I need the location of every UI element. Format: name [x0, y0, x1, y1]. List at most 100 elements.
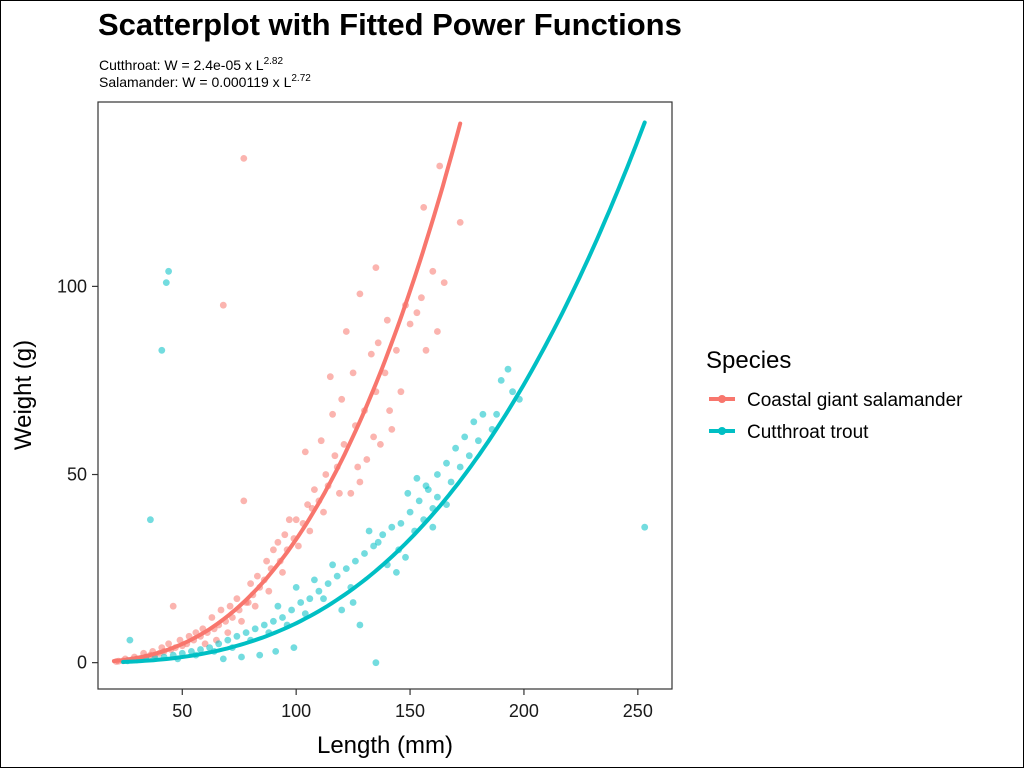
point-salamander [347, 489, 355, 497]
point-salamander [270, 546, 277, 554]
point-cutthroat [215, 640, 223, 648]
point-salamander [329, 410, 336, 418]
x-axis-label: Length (mm) [317, 732, 453, 759]
point-cutthroat [370, 542, 377, 550]
point-cutthroat [447, 478, 455, 486]
point-cutthroat [272, 648, 280, 655]
point-cutthroat [422, 482, 430, 490]
point-cutthroat [297, 599, 305, 606]
point-salamander [279, 569, 286, 576]
point-cutthroat [413, 474, 421, 482]
legend-label-salamander: Coastal giant salamander [747, 390, 963, 411]
point-salamander [301, 448, 309, 456]
point-cutthroat [197, 646, 204, 653]
point-cutthroat [461, 433, 469, 441]
point-cutthroat [224, 636, 232, 644]
point-cutthroat [274, 602, 282, 610]
y-tick-label: 50 [67, 465, 87, 485]
legend-point-cutthroat [718, 427, 726, 435]
point-salamander [226, 602, 234, 610]
point-cutthroat [251, 625, 259, 633]
point-salamander [322, 471, 330, 478]
point-cutthroat [641, 523, 649, 531]
legend-key-cutthroat [709, 427, 735, 435]
point-salamander [265, 587, 273, 595]
subtitle-cutthroat: Cutthroat: W = 2.4e-05 x L2.82 [99, 56, 283, 73]
point-cutthroat [306, 595, 314, 603]
point-cutthroat [434, 493, 441, 501]
point-cutthroat [165, 267, 173, 275]
legend-key-salamander [709, 395, 735, 403]
point-salamander [429, 267, 437, 275]
point-salamander [169, 602, 177, 610]
axes-layer: 50 100 150 200 250 0 50 100 [57, 276, 653, 721]
legend: Species Coastal giant salamander Cutthro… [706, 347, 963, 443]
point-cutthroat [393, 569, 400, 576]
point-cutthroat [402, 553, 409, 561]
fit-line-salamander [111, 121, 463, 664]
point-cutthroat [158, 346, 166, 354]
point-salamander [304, 501, 311, 508]
point-cutthroat [126, 636, 134, 644]
point-salamander [354, 463, 362, 471]
point-salamander [217, 606, 225, 614]
legend-label-cutthroat: Cutthroat trout [747, 422, 869, 443]
legend-point-salamander [718, 395, 726, 403]
point-cutthroat [147, 516, 154, 524]
point-salamander [386, 407, 393, 414]
point-salamander [306, 527, 314, 535]
point-cutthroat [415, 497, 423, 505]
point-cutthroat [349, 599, 357, 606]
point-salamander [251, 602, 259, 610]
point-salamander [367, 350, 375, 358]
point-cutthroat [388, 523, 396, 531]
legend-title: Species [706, 347, 791, 374]
point-salamander [370, 433, 377, 441]
x-tick-label: 250 [623, 701, 653, 721]
point-cutthroat [352, 557, 359, 565]
point-cutthroat [315, 587, 323, 595]
point-cutthroat [406, 508, 414, 516]
point-cutthroat [256, 651, 264, 659]
subtitle-cutthroat-base: Cutthroat: W = 2.4e-05 x L [99, 57, 264, 73]
point-cutthroat [356, 621, 364, 629]
point-cutthroat [188, 648, 195, 655]
point-cutthroat [320, 595, 327, 603]
point-salamander [436, 162, 444, 170]
point-salamander [320, 508, 327, 516]
point-cutthroat [342, 565, 350, 572]
point-salamander [336, 489, 343, 497]
point-salamander [263, 557, 270, 565]
x-tick-label: 200 [509, 701, 539, 721]
point-salamander [372, 264, 380, 271]
point-cutthroat [162, 279, 170, 286]
point-cutthroat [242, 629, 250, 636]
point-salamander [317, 437, 325, 445]
point-salamander [456, 219, 464, 226]
point-cutthroat [206, 644, 214, 651]
point-salamander [254, 572, 261, 580]
point-salamander [176, 636, 184, 644]
point-salamander [240, 497, 248, 505]
point-salamander [356, 290, 364, 298]
subtitle-salamander-base: Salamander: W = 0.000119 x L [99, 74, 292, 90]
point-cutthroat [456, 463, 464, 471]
point-salamander [418, 294, 425, 302]
point-salamander [388, 426, 396, 433]
point-cutthroat [404, 489, 412, 497]
point-salamander [238, 617, 245, 625]
point-salamander [165, 640, 173, 648]
subtitle-cutthroat-exponent: 2.82 [264, 56, 284, 67]
point-cutthroat [361, 550, 368, 557]
point-cutthroat [219, 655, 227, 663]
point-salamander [219, 301, 227, 309]
subtitle-salamander-exponent: 2.72 [291, 73, 311, 84]
point-salamander [356, 478, 364, 486]
point-cutthroat [238, 653, 245, 661]
x-tick-label: 100 [281, 701, 311, 721]
point-salamander [381, 369, 389, 377]
y-axis-label: Weight (g) [10, 340, 37, 450]
point-salamander [233, 595, 241, 603]
point-cutthroat [374, 538, 382, 546]
